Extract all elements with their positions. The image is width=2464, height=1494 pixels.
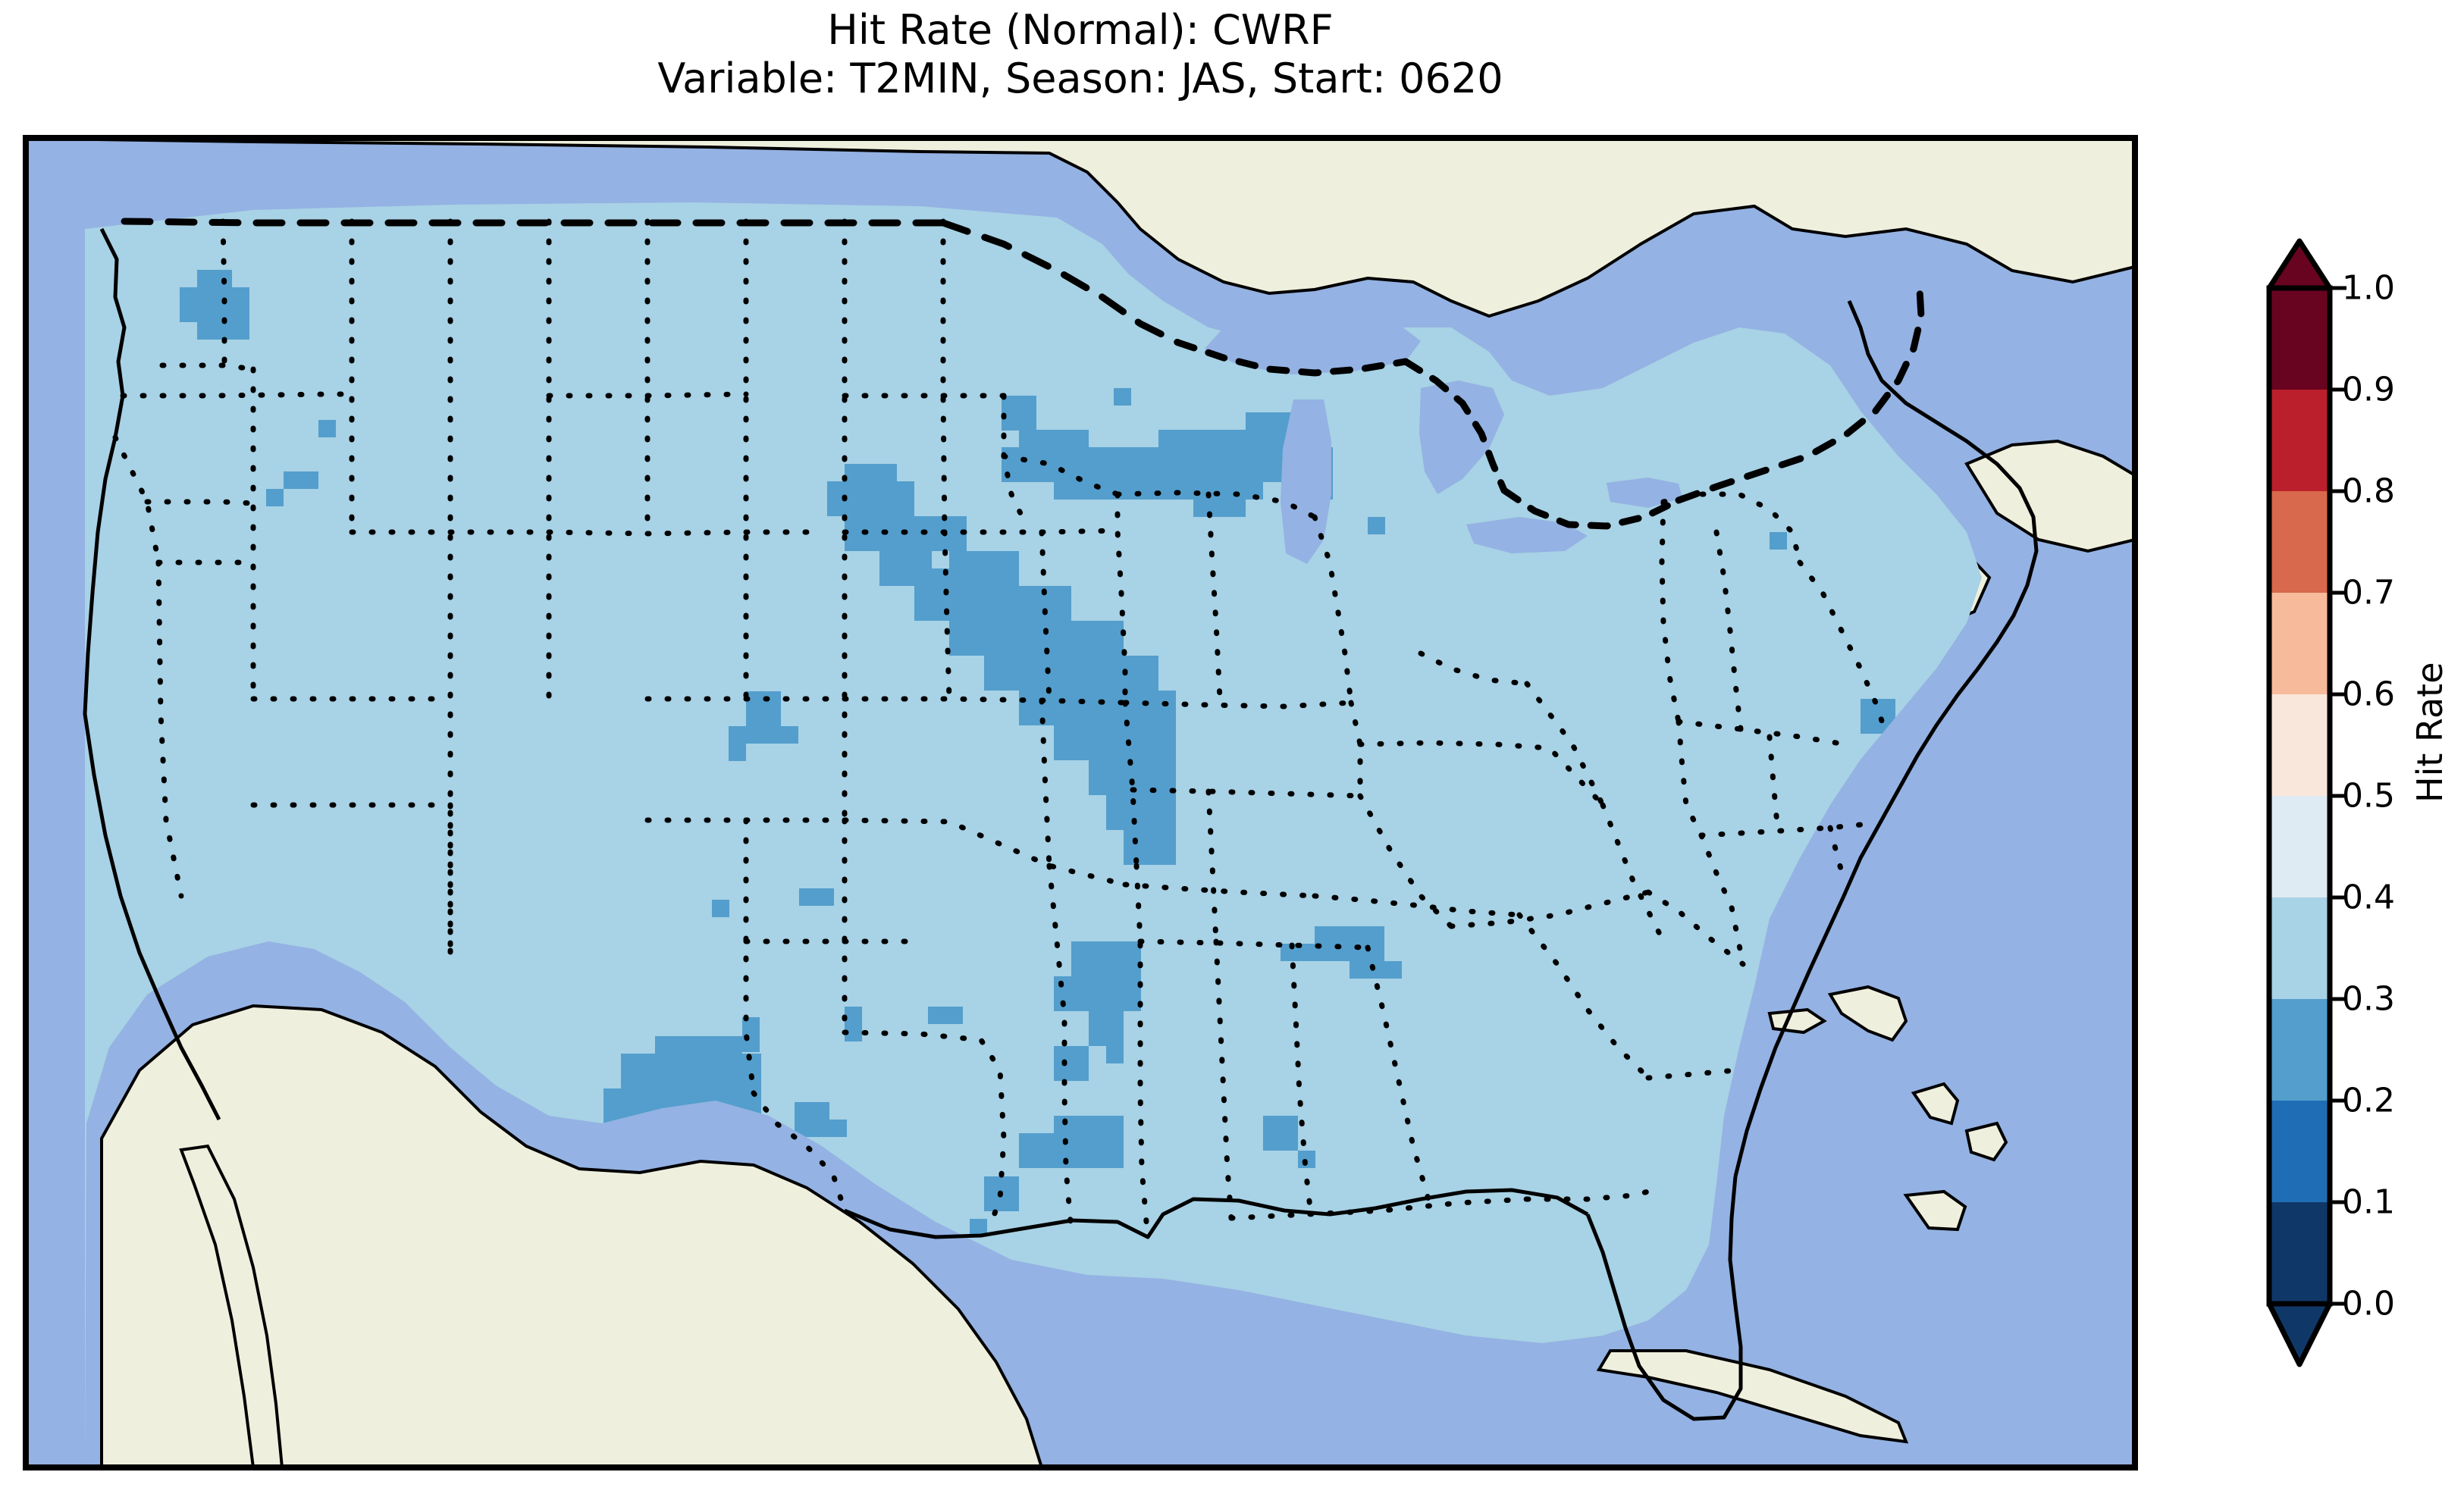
cb-label-1.0: 1.0: [2342, 268, 2395, 308]
state-borders: [112, 218, 1925, 1232]
cb-tick-0.6: [2330, 692, 2346, 697]
cb-label-0.3: 0.3: [2342, 979, 2395, 1019]
data-raster: [85, 202, 1982, 1467]
title-line-1: Hit Rate (Normal): CWRF: [827, 6, 1334, 54]
cb-label-0.1: 0.1: [2342, 1182, 2395, 1222]
cb-tick-0.4: [2330, 895, 2346, 900]
colorbar-axis-label: Hit Rate: [2409, 662, 2450, 803]
cb-label-0.9: 0.9: [2342, 370, 2395, 409]
cb-tick-0.5: [2330, 794, 2346, 798]
cb-label-0.6: 0.6: [2342, 675, 2395, 714]
cb-label-0.4: 0.4: [2342, 878, 2395, 917]
cb-tick-1.0: [2330, 286, 2346, 290]
cb-tick-0.0: [2330, 1301, 2346, 1306]
cb-label-0.8: 0.8: [2342, 471, 2395, 511]
coastline: [83, 227, 2039, 1421]
cb-label-0.7: 0.7: [2342, 573, 2395, 612]
cb-label-0.5: 0.5: [2342, 776, 2395, 816]
map-axes[interactable]: [23, 135, 2138, 1471]
colorbar[interactable]: 1.0 0.9 0.8 0.7 0.6 0.5 0.4 0.3 0.2 0.1 …: [2266, 238, 2395, 1367]
colorbar-swatches: [2266, 238, 2333, 1367]
cb-label-0.2: 0.2: [2342, 1081, 2395, 1120]
cb-label-0.0: 0.0: [2342, 1284, 2395, 1323]
cb-tick-0.7: [2330, 590, 2346, 595]
cb-tick-0.9: [2330, 387, 2346, 392]
title-line-2: Variable: T2MIN, Season: JAS, Start: 062…: [657, 54, 1503, 102]
great-lakes: [1205, 314, 1682, 564]
figure-title: Hit Rate (Normal): CWRF Variable: T2MIN,…: [0, 6, 2161, 102]
cb-tick-0.8: [2330, 489, 2346, 493]
map-plot: [26, 138, 2135, 1467]
cb-tick-0.3: [2330, 997, 2346, 1001]
cb-tick-0.2: [2330, 1098, 2346, 1103]
cb-tick-0.1: [2330, 1200, 2346, 1204]
